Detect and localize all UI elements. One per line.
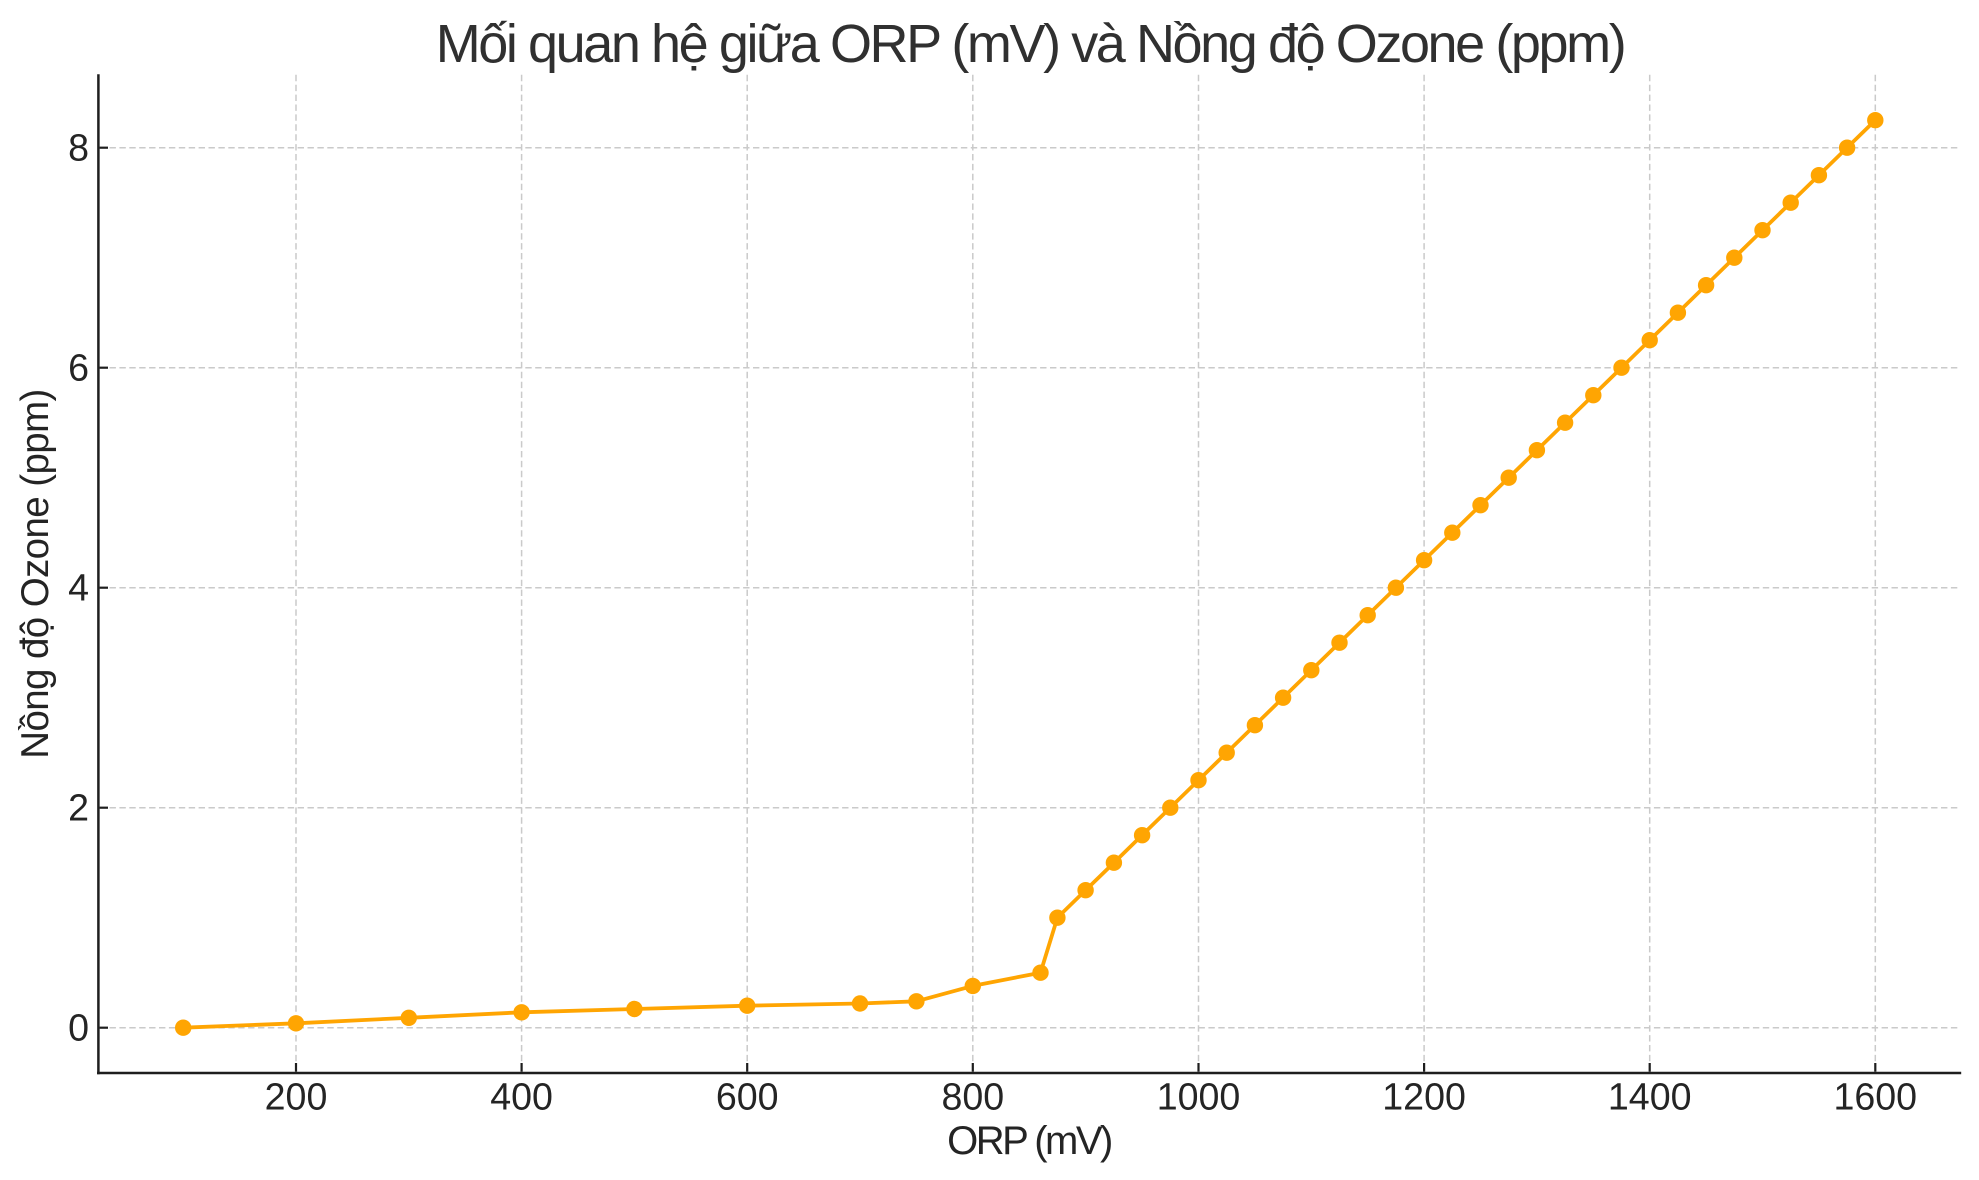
svg-text:400: 400 <box>490 1076 553 1118</box>
svg-text:800: 800 <box>941 1076 1004 1118</box>
svg-text:600: 600 <box>716 1076 779 1118</box>
svg-text:1000: 1000 <box>1157 1076 1241 1118</box>
svg-text:200: 200 <box>265 1076 328 1118</box>
svg-text:4: 4 <box>68 567 89 609</box>
svg-text:1400: 1400 <box>1608 1076 1692 1118</box>
svg-text:8: 8 <box>68 127 89 169</box>
svg-text:6: 6 <box>68 347 89 389</box>
svg-text:2: 2 <box>68 787 89 829</box>
svg-text:1600: 1600 <box>1833 1076 1917 1118</box>
svg-text:ORP (mV): ORP (mV) <box>947 1119 1111 1163</box>
svg-text:0: 0 <box>68 1007 89 1049</box>
svg-text:Mối quan hệ giữa ORP (mV) và N: Mối quan hệ giữa ORP (mV) và Nồng độ Ozo… <box>436 14 1625 74</box>
svg-text:1200: 1200 <box>1382 1076 1466 1118</box>
svg-text:Nồng độ Ozone (ppm): Nồng độ Ozone (ppm) <box>14 389 57 759</box>
